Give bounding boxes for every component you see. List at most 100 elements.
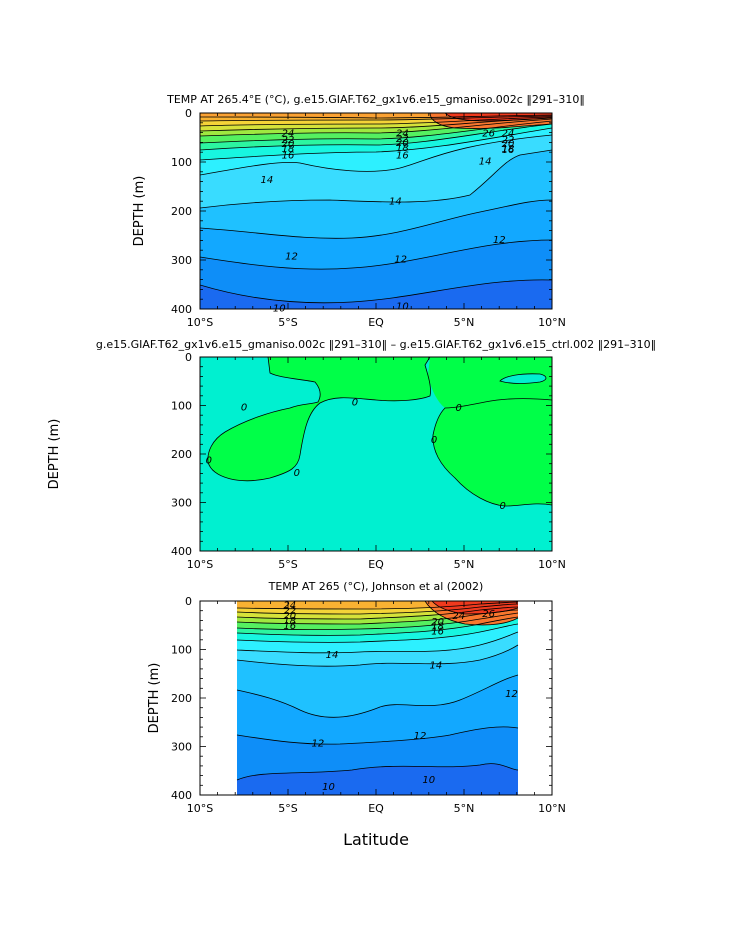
x-tick-label: 10°N <box>538 802 566 815</box>
x-tick-label: EQ <box>368 316 384 329</box>
contour-label: 14 <box>261 175 274 186</box>
contour-label: 24 <box>282 129 295 140</box>
contour-label: 16 <box>431 627 444 638</box>
contour-label: 12 <box>285 252 298 263</box>
contour-label: 16 <box>282 151 295 162</box>
panel-difference: g.e15.GIAF.T62_gx1v6.e15_gmaniso.002c ‖2… <box>47 338 656 571</box>
contour-label: 18 <box>502 144 515 155</box>
x-tick-label: 10°S <box>187 558 213 571</box>
y-tick-label: 400 <box>171 545 192 558</box>
y-tick-label: 400 <box>171 789 192 802</box>
contour-label: 14 <box>326 650 339 661</box>
y-tick-label: 200 <box>171 205 192 218</box>
x-tick-label: 5°N <box>454 802 475 815</box>
panel-3-filled-contours <box>237 601 518 795</box>
contour-label: 22 <box>282 135 295 146</box>
panel-2-contour-labels: 0 0 0 0 0 0 0 <box>206 398 506 512</box>
panel-3-contour-lines <box>236 601 519 781</box>
panel-2-filled-contours <box>200 357 552 551</box>
contour-label: 0 <box>456 403 462 414</box>
contour-label: 16 <box>396 151 409 162</box>
contour-label: 20 <box>502 139 515 150</box>
y-tick-label: 100 <box>171 156 192 169</box>
contour-label: 20 <box>396 138 409 149</box>
x-tick-label: 10°S <box>187 802 213 815</box>
x-tick-label: 5°S <box>278 316 297 329</box>
contour-label: 0 <box>241 402 247 413</box>
panel-2-contour-lines <box>207 357 552 507</box>
contour-label: 24 <box>396 129 409 140</box>
x-tick-label: 5°N <box>454 316 475 329</box>
panel-3-ylabel: DEPTH (m) <box>147 663 162 734</box>
contour-label: 10 <box>422 775 435 786</box>
y-tick-label: 400 <box>171 303 192 316</box>
panel-1-contour-lines <box>200 113 552 304</box>
contour-label: 14 <box>479 157 492 168</box>
contour-label: 12 <box>394 255 407 266</box>
contour-label: 12 <box>414 731 427 742</box>
contour-label: 0 <box>431 435 437 446</box>
contour-label: 24 <box>283 600 296 611</box>
contour-label: 16 <box>502 145 515 156</box>
panel-2-axis-ticks: 10°S 5°S EQ 5°N 10°N 0 100 200 300 400 <box>171 351 566 571</box>
y-tick-label: 0 <box>185 595 192 608</box>
fill-positive-east <box>430 357 552 506</box>
contour-label: 12 <box>493 235 506 246</box>
contour-label: 12 <box>505 689 518 700</box>
contour-label: 26 <box>482 609 495 620</box>
x-tick-label: 10°S <box>187 316 213 329</box>
contour-label: 24 <box>502 129 515 140</box>
panel-observed-temperature: TEMP AT 265 (°C), Johnson et al (2002) D… <box>147 580 566 849</box>
contour-label: 18 <box>283 616 296 627</box>
contour-label: 16 <box>283 621 296 632</box>
contour-label: 14 <box>429 661 442 672</box>
panel-3-title: TEMP AT 265 (°C), Johnson et al (2002) <box>268 580 484 593</box>
contour-label: 10 <box>396 302 409 313</box>
x-tick-label: 5°S <box>278 558 297 571</box>
contour-label: 0 <box>500 501 506 512</box>
x-tick-label: 5°N <box>454 558 475 571</box>
y-tick-label: 0 <box>185 351 192 364</box>
contour-label: 0 <box>294 468 300 479</box>
contour-label: 0 <box>206 455 212 466</box>
fill-positive-main <box>207 357 431 481</box>
contour-label: 14 <box>389 197 402 208</box>
y-tick-label: 300 <box>171 497 192 510</box>
panel-1-filled-contours <box>200 113 552 309</box>
x-tick-label: EQ <box>368 802 384 815</box>
contour-label: 20 <box>431 617 444 628</box>
panel-model-temperature: TEMP AT 265.4°E (°C), g.e15.GIAF.T62_gx1… <box>132 93 585 329</box>
y-tick-label: 100 <box>171 400 192 413</box>
contour-label: 26 <box>482 129 495 140</box>
x-tick-label: 5°S <box>278 802 297 815</box>
contour-label: 22 <box>283 606 296 617</box>
panel-1-axis-ticks: 10°S 5°S EQ 5°N 10°N 0 100 200 300 400 <box>171 107 566 329</box>
x-axis-label: Latitude <box>343 830 409 849</box>
x-tick-label: 10°N <box>538 558 566 571</box>
contour-label: 24 <box>452 611 465 622</box>
panel-2-title: g.e15.GIAF.T62_gx1v6.e15_gmaniso.002c ‖2… <box>96 338 656 351</box>
panel-1-ylabel: DEPTH (m) <box>132 176 147 247</box>
panel-1-title: TEMP AT 265.4°E (°C), g.e15.GIAF.T62_gx1… <box>166 93 585 106</box>
contour-label: 12 <box>312 739 325 750</box>
y-tick-label: 300 <box>171 254 192 267</box>
contour-label: 22 <box>396 134 409 145</box>
contour-label: 18 <box>431 622 444 633</box>
y-tick-label: 0 <box>185 107 192 120</box>
contour-label: 18 <box>396 143 409 154</box>
contour-label: 22 <box>502 135 515 146</box>
contour-label: 18 <box>282 144 295 155</box>
panel-2-ylabel: DEPTH (m) <box>47 419 62 490</box>
contour-label: 10 <box>322 782 335 793</box>
y-tick-label: 200 <box>171 448 192 461</box>
x-tick-label: EQ <box>368 558 384 571</box>
contour-label: 0 <box>352 398 358 409</box>
x-tick-label: 10°N <box>538 316 566 329</box>
y-tick-label: 100 <box>171 644 192 657</box>
y-tick-label: 200 <box>171 692 192 705</box>
panel-3-axis-ticks: 10°S 5°S EQ 5°N 10°N 0 100 200 300 400 <box>171 595 566 815</box>
y-tick-label: 300 <box>171 741 192 754</box>
contour-label: 20 <box>282 139 295 150</box>
